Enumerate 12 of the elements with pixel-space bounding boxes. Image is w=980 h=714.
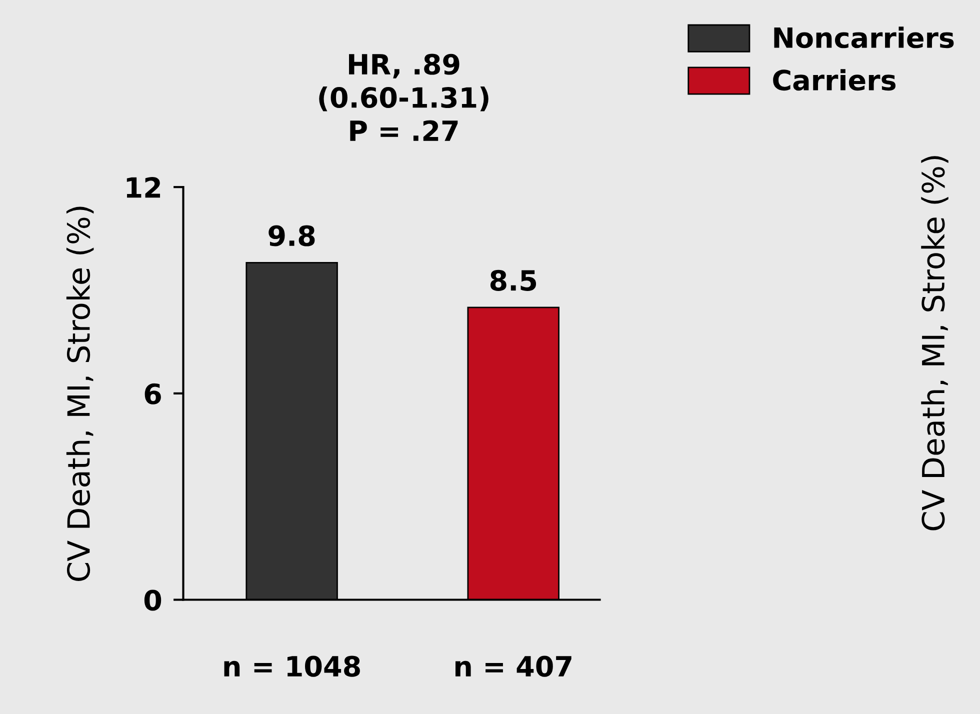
legend-label: Carriers xyxy=(773,69,896,91)
y-tick-label: 0 xyxy=(144,590,162,611)
y-axis-title: CV Death, MI, Stroke (%) xyxy=(66,206,94,581)
x-tick-label: n = 407 xyxy=(456,656,572,677)
y-tick-label: 12 xyxy=(126,177,160,198)
legend-label: Noncarriers xyxy=(774,26,954,48)
data-label: 8.5 xyxy=(490,270,536,291)
text: HR, .89 (0.60-1.31) P = .27 xyxy=(319,54,488,141)
x-tick-label: n = 1048 xyxy=(224,656,360,677)
text: CV Death, MI, Stroke (%) xyxy=(921,156,948,530)
y-tick-label: 6 xyxy=(144,383,161,404)
data-label: 9.8 xyxy=(268,225,315,246)
